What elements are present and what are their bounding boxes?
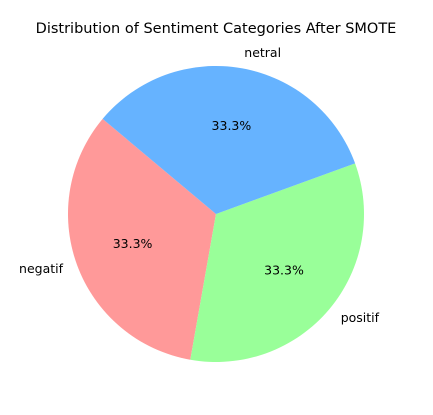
pie-slice-positif (190, 163, 364, 362)
slice-pct-netral: 33.3% (212, 118, 252, 133)
pie-slice-netral (102, 65, 356, 214)
slice-pct-positif: 33.3% (264, 263, 304, 278)
pie-slice-negatif (67, 118, 216, 360)
pie-labels: negatif 33.3% positif 33.3% netral 33.3% (19, 45, 380, 325)
slice-label-netral: netral (244, 45, 281, 60)
slice-pct-negatif: 33.3% (113, 236, 153, 251)
pie-slices (67, 65, 364, 362)
slice-label-negatif: negatif (19, 261, 64, 276)
chart-title: Distribution of Sentiment Categories Aft… (36, 21, 397, 37)
slice-label-positif: positif (341, 310, 380, 325)
